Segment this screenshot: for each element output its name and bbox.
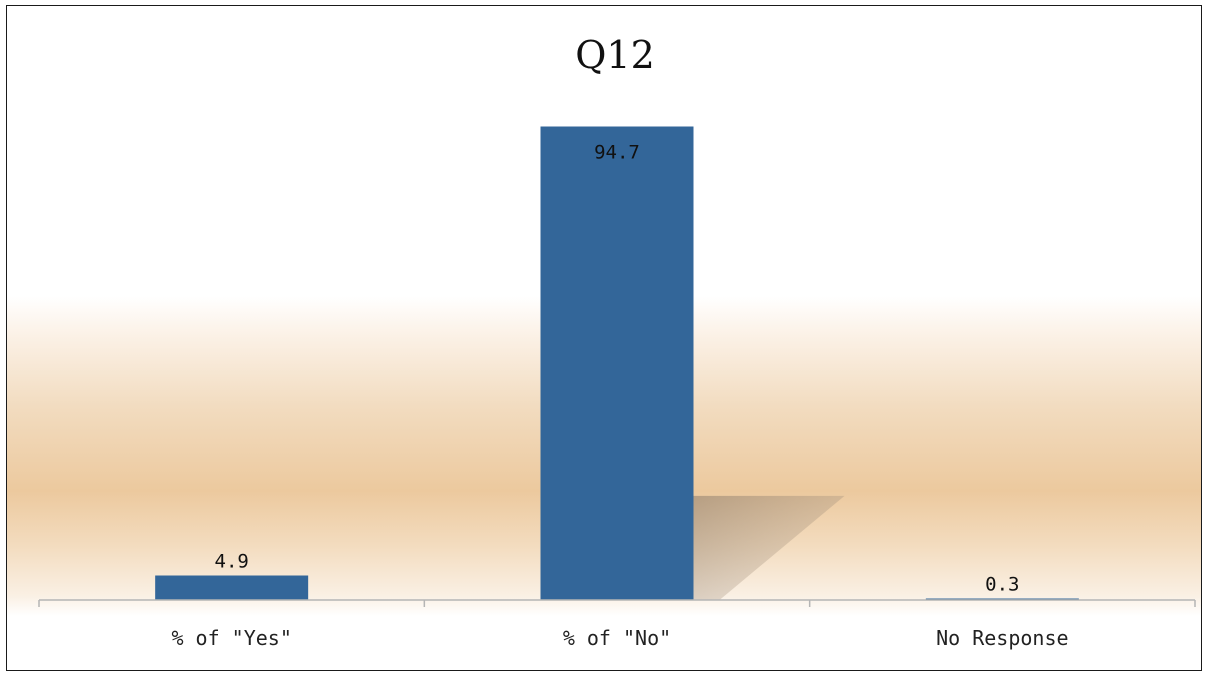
bar-1 <box>155 575 309 600</box>
category-labels: % of "Yes" % of "No" No Response <box>171 626 1068 650</box>
bar-2 <box>540 126 694 600</box>
value-labels: 4.9 94.7 0.3 <box>215 142 1020 596</box>
x-axis <box>38 599 1196 607</box>
category-label-2: % of "No" <box>563 626 671 650</box>
bar-shadow <box>693 495 845 600</box>
value-label-2: 94.7 <box>594 142 640 164</box>
value-label-1: 4.9 <box>215 551 249 573</box>
category-label-1: % of "Yes" <box>171 626 291 650</box>
bars-group <box>155 126 1079 600</box>
chart-frame: Q12 4.9 94.7 0.3 % of "Yes" % of "No" No Res… <box>6 5 1202 671</box>
chart-title: Q12 <box>575 33 655 77</box>
bar-chart: Q12 4.9 94.7 0.3 % of "Yes" % of "No" No Res… <box>38 33 1196 650</box>
value-label-3: 0.3 <box>985 574 1019 596</box>
category-label-3: No Response <box>936 626 1068 650</box>
bar-shadows <box>693 495 845 600</box>
